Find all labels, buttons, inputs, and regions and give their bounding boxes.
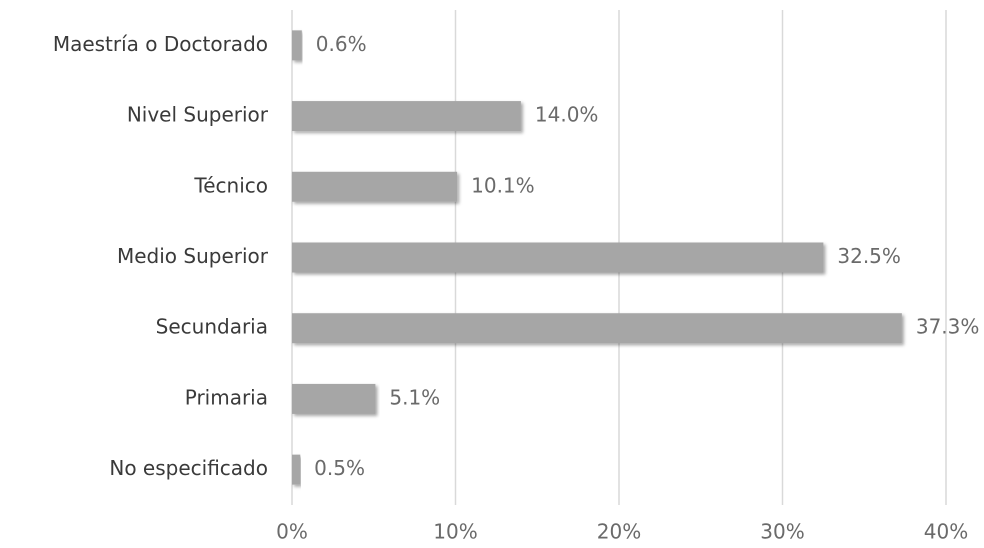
y-tick-label: No especificado (109, 456, 268, 480)
y-tick-label: Medio Superior (117, 244, 269, 268)
bar (292, 171, 458, 202)
x-tick-label: 40% (924, 520, 968, 544)
bar (292, 242, 824, 273)
x-tick-label: 20% (597, 520, 641, 544)
bar (292, 313, 902, 344)
x-tick-label: 0% (276, 520, 308, 544)
data-label: 0.6% (316, 32, 367, 56)
bar (292, 383, 376, 414)
bar (292, 454, 301, 485)
data-label: 32.5% (837, 244, 901, 268)
y-tick-label: Maestría o Doctorado (53, 32, 268, 56)
y-tick-label: Nivel Superior (127, 103, 269, 127)
data-label: 0.5% (314, 456, 365, 480)
y-tick-label: Técnico (193, 173, 268, 197)
data-label: 37.3% (916, 315, 980, 339)
data-label: 5.1% (389, 385, 440, 409)
x-tick-label: 10% (433, 520, 477, 544)
data-label: 14.0% (535, 103, 599, 127)
x-tick-label: 30% (760, 520, 804, 544)
y-tick-label: Secundaria (156, 315, 268, 339)
data-label: 10.1% (471, 173, 535, 197)
bar (292, 101, 521, 132)
bar (292, 30, 302, 61)
y-tick-label: Primaria (185, 385, 268, 409)
